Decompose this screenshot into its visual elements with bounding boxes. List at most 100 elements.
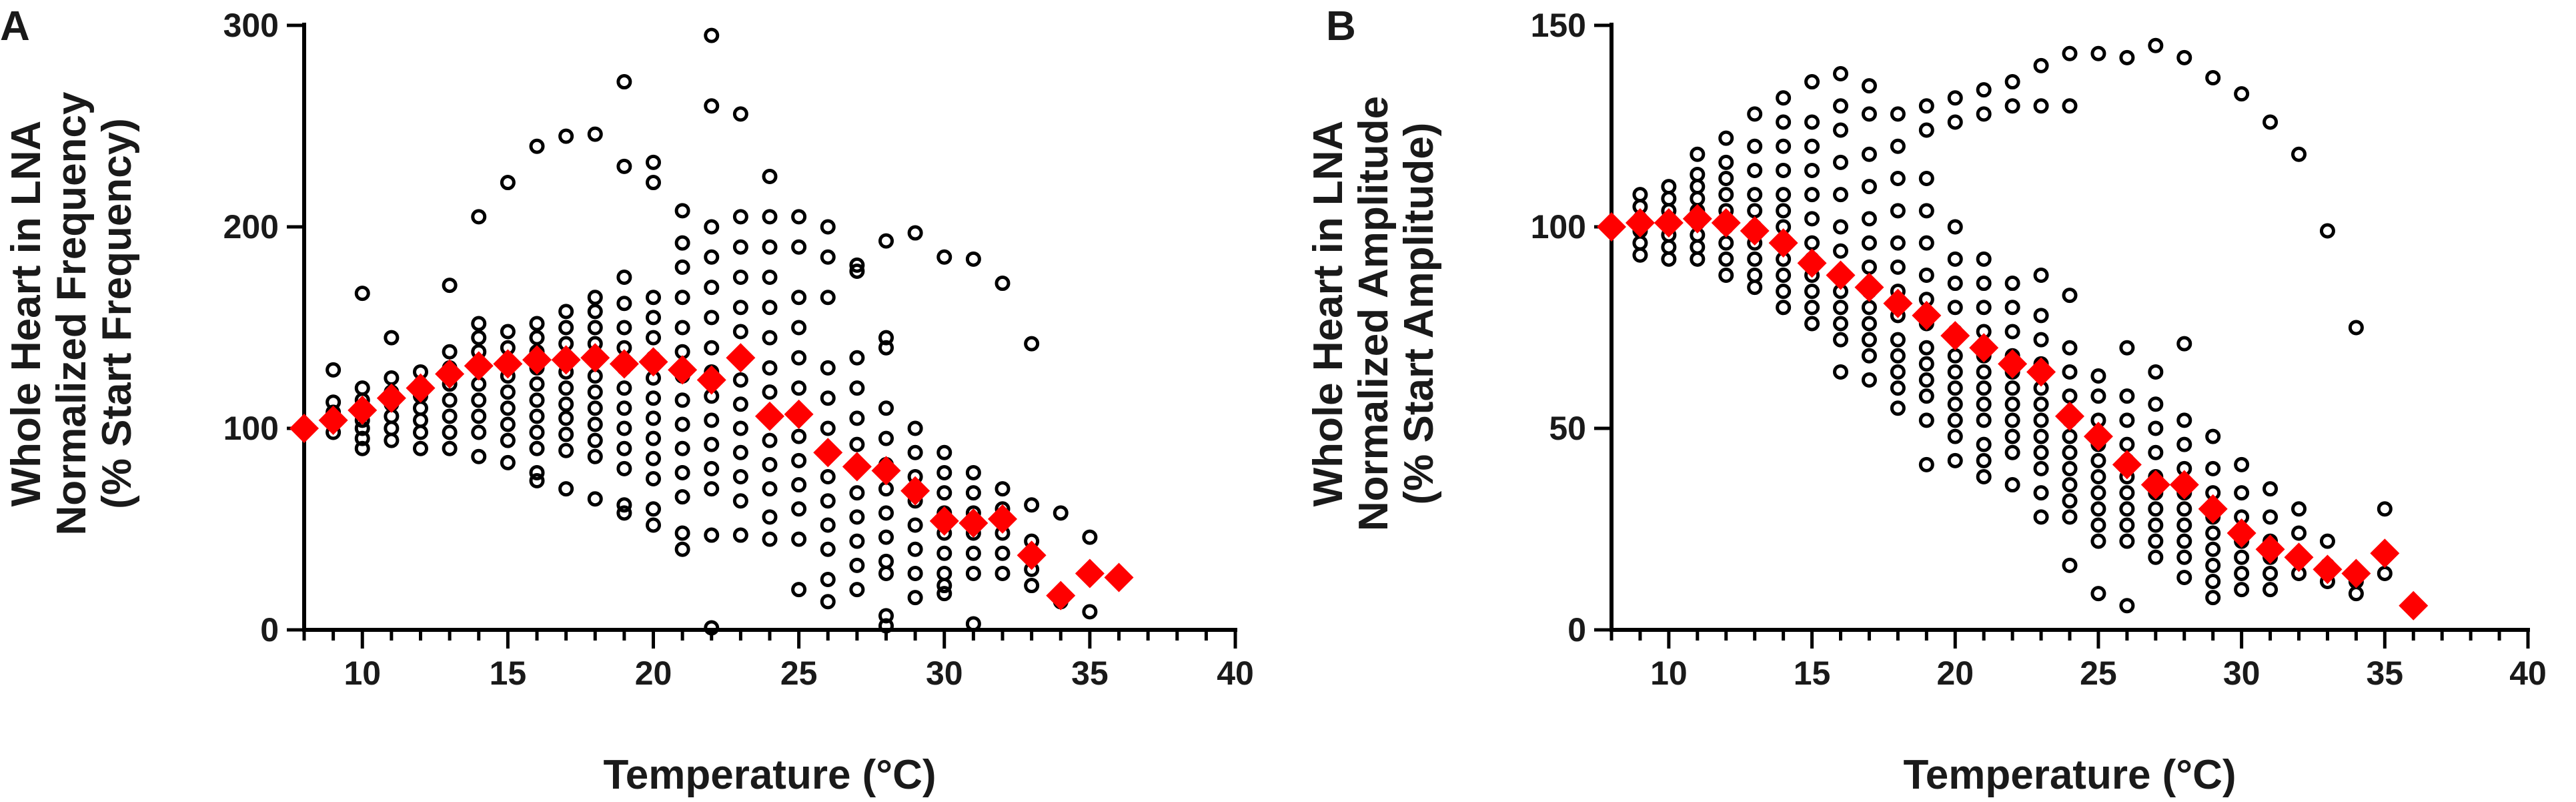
panel-b-data-point bbox=[1947, 348, 1963, 364]
panel-b-data-point bbox=[2119, 501, 2135, 517]
panel-a-data-point bbox=[849, 582, 865, 598]
panel-a-data-point bbox=[500, 432, 516, 448]
panel-b-data-point bbox=[1947, 452, 1963, 468]
panel-b-data-point bbox=[1918, 122, 1934, 138]
panel-b-data-point bbox=[2148, 364, 2164, 380]
panel-a-mean-marker bbox=[638, 347, 668, 377]
panel-b-data-point bbox=[1833, 364, 1848, 380]
panel-b-data-point bbox=[1718, 251, 1734, 267]
panel-a-y-tick-label: 200 bbox=[223, 208, 279, 246]
panel-b-data-point bbox=[2319, 533, 2335, 549]
panel-a-label: A bbox=[0, 3, 30, 49]
panel-a-data-point bbox=[820, 420, 836, 436]
panel-a-data-point bbox=[704, 249, 720, 265]
panel-b-data-point bbox=[2004, 324, 2020, 340]
panel-a-mean-marker bbox=[464, 351, 494, 381]
panel-b-data-point bbox=[2033, 332, 2049, 348]
panel-a-data-point bbox=[529, 376, 545, 392]
panel-b-data-point bbox=[2033, 412, 2049, 428]
panel-a-data-point bbox=[732, 300, 748, 316]
panel-a-data-point bbox=[732, 270, 748, 285]
panel-a-x-title: Temperature (°C) bbox=[603, 752, 936, 798]
panel-b-data-point bbox=[1747, 251, 1763, 267]
panel-a-data-point bbox=[762, 239, 778, 255]
panel-a-mean-marker bbox=[493, 349, 523, 379]
panel-a-data-point bbox=[791, 428, 807, 444]
panel-a-data-point bbox=[500, 400, 516, 416]
panel-b-data-point bbox=[1976, 106, 1992, 122]
panel-b-data-point bbox=[1890, 259, 1906, 275]
panel-a-data-point bbox=[965, 464, 981, 480]
panel-b-y-tick-label: 100 bbox=[1531, 208, 1586, 246]
panel-a-mean-marker bbox=[289, 414, 319, 443]
panel-a-axes: 0 100 200 300 10 15 20 25 30 35 40 bbox=[223, 7, 1254, 692]
panel-b-data-point bbox=[1861, 106, 1877, 122]
panel-a-data-point bbox=[471, 424, 487, 440]
panel-a-data-point bbox=[354, 430, 370, 446]
panel-a-means bbox=[289, 343, 1134, 611]
panel-b-data-point bbox=[1776, 300, 1792, 316]
panel-b-data-point bbox=[2319, 223, 2335, 239]
panel-b-data-point bbox=[2119, 412, 2135, 428]
panel-b-data-point bbox=[1632, 247, 1648, 263]
panel-a-data-point bbox=[471, 448, 487, 464]
panel-b-data-point bbox=[1861, 300, 1877, 316]
panel-a-data-point bbox=[1082, 529, 1098, 545]
panel-a-data-point bbox=[587, 400, 603, 416]
panel-a-data-point bbox=[762, 509, 778, 525]
panel-a-data-point bbox=[936, 545, 952, 561]
panel-a-data-point bbox=[849, 380, 865, 396]
panel-b-data-point bbox=[1976, 364, 1992, 380]
panel-a-data-point bbox=[762, 384, 778, 400]
panel-b-data-point bbox=[1976, 468, 1992, 484]
panel-b-data-point bbox=[2062, 477, 2078, 493]
panel-b-data-point bbox=[1833, 243, 1848, 259]
panel-a-data-point bbox=[674, 464, 690, 480]
panel-b-data-point bbox=[1947, 380, 1963, 396]
panel-a-data-point bbox=[820, 468, 836, 484]
panel-a-mean-marker bbox=[958, 508, 989, 538]
panel-b-data-point bbox=[2004, 444, 2020, 460]
panel-b-data-point bbox=[2263, 481, 2279, 497]
panel-b-data-point bbox=[2148, 501, 2164, 517]
panel-a-mean-marker bbox=[435, 359, 465, 389]
panel-b-data-point bbox=[1833, 154, 1848, 170]
panel-b-data-point bbox=[1890, 348, 1906, 364]
panel-a-data-point bbox=[442, 278, 458, 294]
panel-b-data-point bbox=[1890, 400, 1906, 416]
panel-b-data-point bbox=[2033, 98, 2049, 114]
panel-a-data-point bbox=[732, 396, 748, 412]
panel-a-data-point bbox=[965, 565, 981, 581]
panel-b-data-point bbox=[2176, 517, 2192, 533]
panel-a-data-point bbox=[820, 541, 836, 557]
panel-a-data-point bbox=[936, 464, 952, 480]
panel-a-data-point bbox=[704, 620, 720, 636]
panel-a-y-title-line-2: Normalized Frequency bbox=[49, 91, 95, 535]
panel-a-x-tick-label: 40 bbox=[1217, 655, 1254, 692]
panel-b-data-point bbox=[2234, 456, 2250, 472]
panel-a-data-point bbox=[558, 426, 574, 442]
panel-a-data-point bbox=[674, 416, 690, 432]
panel-b-x-tick-label: 20 bbox=[1936, 655, 1974, 692]
panel-a-data-point bbox=[907, 590, 923, 606]
panel-a-data-point bbox=[674, 541, 690, 557]
panel-a-data-point bbox=[791, 320, 807, 336]
panel-a-data-point bbox=[791, 452, 807, 468]
panel-a-data-point bbox=[791, 501, 807, 517]
panel-a-data-point bbox=[820, 219, 836, 235]
panel-b-data-point bbox=[2205, 541, 2221, 557]
panel-b-data-point bbox=[1918, 171, 1934, 187]
panel-b-data-point bbox=[2119, 388, 2135, 404]
panel-a-x-tick-label: 20 bbox=[635, 655, 672, 692]
panel-b-y-title-line-1: Whole Heart in LNA bbox=[1305, 121, 1351, 507]
panel-a-data-point bbox=[471, 408, 487, 424]
panel-a-data-point bbox=[791, 290, 807, 306]
panel-b-mean-marker bbox=[2198, 494, 2228, 524]
panel-a-data-point bbox=[529, 440, 545, 456]
panel-b-data-point bbox=[1776, 267, 1792, 283]
panel-b-data-point bbox=[2004, 380, 2020, 396]
panel-b-mean-marker bbox=[1625, 208, 1655, 238]
panel-b-data-point bbox=[2148, 517, 2164, 533]
panel-a-data-point bbox=[791, 380, 807, 396]
panel-a-data-point bbox=[529, 424, 545, 440]
